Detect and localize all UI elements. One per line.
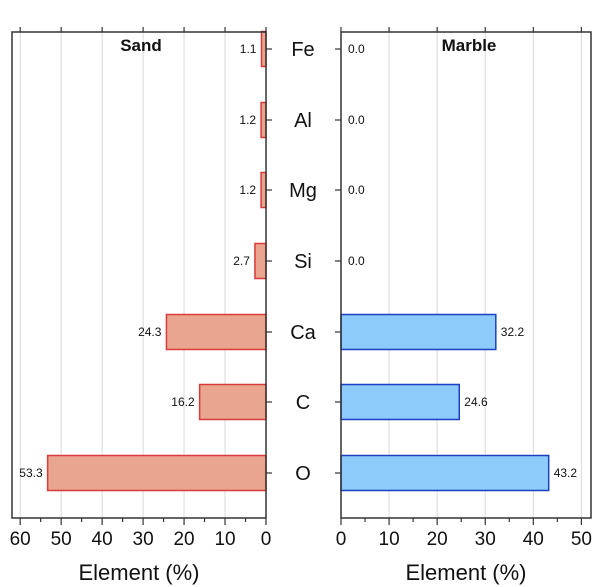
sand-value-label: 53.3	[19, 466, 43, 480]
sand-x-ticks: 0 10 20 30 40 50 60	[10, 27, 272, 550]
sand-value-label: 1.1	[240, 42, 257, 56]
marble-x-axis-title: Element (%)	[405, 560, 526, 585]
sand-value-label: 1.2	[239, 113, 256, 127]
marble-bar	[340, 454, 550, 492]
category-label: C	[296, 392, 310, 414]
marble-gridlines	[388, 32, 582, 518]
marble-plot-frame	[340, 31, 592, 519]
category-labels: Fe Al Mg Si Ca C O	[289, 39, 317, 485]
sand-bar	[254, 242, 267, 280]
marble-panel: 0.0 0.0 0.0 0.0 32.2 24.6 43.2 0 10 20 30 40 50 Mar…	[335, 27, 592, 585]
sand-bar	[46, 454, 267, 492]
sand-bar	[165, 313, 267, 351]
sand-x-tick-label: 40	[92, 529, 113, 550]
category-label: Ca	[290, 322, 316, 344]
sand-x-tick-label: 20	[173, 529, 194, 550]
sand-x-tick-label: 60	[10, 529, 31, 550]
marble-x-tick-label: 20	[427, 529, 448, 550]
marble-x-tick-label: 30	[475, 529, 496, 550]
marble-value-label: 24.6	[464, 395, 488, 409]
sand-gridlines	[19, 32, 226, 518]
marble-bar	[340, 383, 461, 421]
sand-x-tick-label: 30	[133, 529, 154, 550]
category-label: Mg	[289, 180, 317, 202]
marble-value-label: 0.0	[348, 254, 365, 268]
sand-x-tick-label: 10	[214, 529, 235, 550]
marble-value-label: 43.2	[554, 466, 578, 480]
sand-value-label: 1.2	[239, 183, 256, 197]
marble-x-tick-label: 50	[571, 529, 592, 550]
sand-bars: 1.1 1.2 1.2 2.7 24.3 16.2 53.3	[19, 30, 272, 492]
marble-value-label: 0.0	[348, 42, 365, 56]
sand-value-label: 24.3	[138, 325, 162, 339]
marble-x-tick-label: 40	[523, 529, 544, 550]
marble-x-tick-label: 10	[379, 529, 400, 550]
marble-value-label: 0.0	[348, 113, 365, 127]
sand-x-tick-label: 0	[261, 529, 272, 550]
category-label: O	[295, 463, 311, 485]
category-label: Al	[294, 110, 312, 132]
marble-value-label: 32.2	[501, 325, 525, 339]
marble-bar	[340, 313, 497, 351]
category-axis: Fe Al Mg Si Ca C O	[289, 39, 317, 485]
category-label: Si	[294, 251, 312, 273]
marble-value-label: 0.0	[348, 183, 365, 197]
sand-panel-title: Sand	[120, 36, 162, 55]
sand-value-label: 2.7	[233, 254, 250, 268]
sand-x-axis-title: Element (%)	[78, 560, 199, 585]
marble-x-tick-label: 0	[336, 529, 347, 550]
sand-panel: 1.1 1.2 1.2 2.7 24.3 16.2 53.3 0 10 20 30 40 50 60 S…	[10, 27, 272, 585]
marble-bars: 0.0 0.0 0.0 0.0 32.2 24.6 43.2	[335, 42, 578, 492]
marble-panel-title: Marble	[442, 36, 497, 55]
sand-plot-frame	[11, 31, 267, 519]
marble-x-ticks: 0 10 20 30 40 50	[336, 27, 592, 550]
sand-value-label: 16.2	[171, 395, 195, 409]
category-label: Fe	[291, 39, 314, 61]
sand-bar	[198, 383, 267, 421]
sand-x-tick-label: 50	[51, 529, 72, 550]
